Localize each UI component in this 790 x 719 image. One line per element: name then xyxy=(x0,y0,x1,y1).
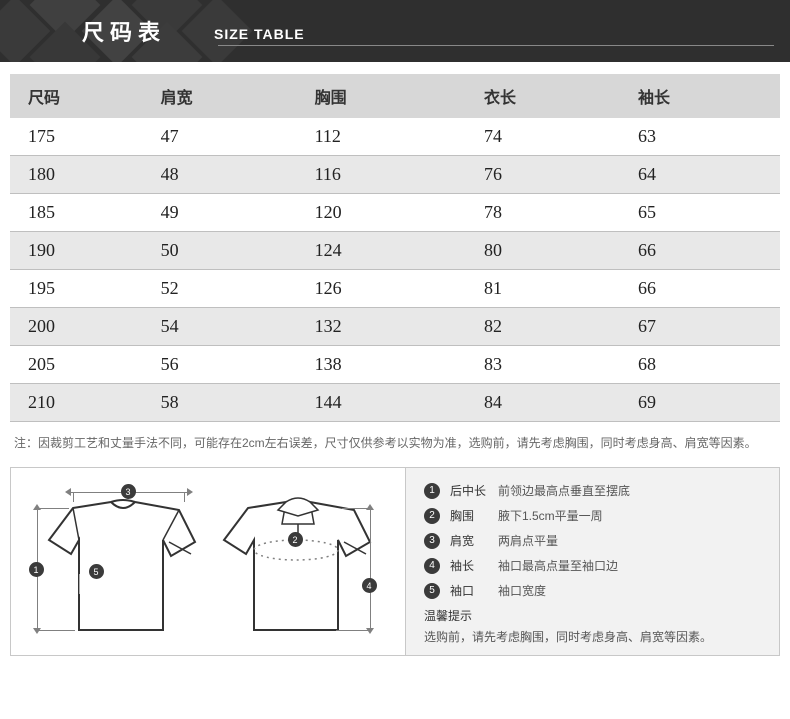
table-cell: 138 xyxy=(303,346,472,384)
diagram-num-3: 3 xyxy=(121,484,136,499)
table-cell: 69 xyxy=(626,384,780,422)
col-header: 尺码 xyxy=(10,74,149,118)
measure-desc: 两肩点平量 xyxy=(498,532,558,549)
banner-title-en: SIZE TABLE xyxy=(214,26,305,42)
table-cell: 47 xyxy=(149,118,303,156)
measure-num: 4 xyxy=(424,558,440,574)
table-row: 205561388368 xyxy=(10,346,780,384)
table-cell: 120 xyxy=(303,194,472,232)
table-cell: 210 xyxy=(10,384,149,422)
table-cell: 65 xyxy=(626,194,780,232)
size-table-banner: 尺码表 SIZE TABLE xyxy=(0,0,790,62)
diagram-num-1: 1 xyxy=(29,562,44,577)
table-cell: 81 xyxy=(472,270,626,308)
table-cell: 175 xyxy=(10,118,149,156)
table-cell: 116 xyxy=(303,156,472,194)
table-cell: 66 xyxy=(626,232,780,270)
measure-num: 1 xyxy=(424,483,440,499)
table-row: 185491207865 xyxy=(10,194,780,232)
measure-desc: 腋下1.5cm平量一周 xyxy=(498,507,603,524)
table-cell: 124 xyxy=(303,232,472,270)
table-cell: 52 xyxy=(149,270,303,308)
measure-num: 5 xyxy=(424,583,440,599)
measure-item: 3 肩宽两肩点平量 xyxy=(424,532,765,549)
banner-title-cn: 尺码表 xyxy=(82,15,166,47)
table-cell: 190 xyxy=(10,232,149,270)
measure-label: 后中长 xyxy=(450,482,498,499)
table-cell: 126 xyxy=(303,270,472,308)
table-cell: 144 xyxy=(303,384,472,422)
measure-legend: 1 后中长前领边最高点垂直至摆底 2 胸围腋下1.5cm平量一周 3 肩宽两肩点平量 4 袖长… xyxy=(406,468,779,655)
table-cell: 54 xyxy=(149,308,303,346)
table-cell: 64 xyxy=(626,156,780,194)
table-cell: 76 xyxy=(472,156,626,194)
table-row: 195521268166 xyxy=(10,270,780,308)
measure-item: 1 后中长前领边最高点垂直至摆底 xyxy=(424,482,765,499)
table-cell: 200 xyxy=(10,308,149,346)
table-cell: 63 xyxy=(626,118,780,156)
table-cell: 66 xyxy=(626,270,780,308)
table-row: 190501248066 xyxy=(10,232,780,270)
measure-label: 袖口 xyxy=(450,582,498,599)
table-cell: 67 xyxy=(626,308,780,346)
measure-desc: 前领边最高点垂直至摆底 xyxy=(498,482,630,499)
table-cell: 50 xyxy=(149,232,303,270)
measure-label: 胸围 xyxy=(450,507,498,524)
table-cell: 80 xyxy=(472,232,626,270)
col-header: 胸围 xyxy=(303,74,472,118)
table-cell: 56 xyxy=(149,346,303,384)
table-cell: 83 xyxy=(472,346,626,384)
table-cell: 74 xyxy=(472,118,626,156)
table-cell: 205 xyxy=(10,346,149,384)
table-cell: 49 xyxy=(149,194,303,232)
note-text: 注：因裁剪工艺和丈量手法不同，可能存在2cm左右误差，尺寸仅供参考以实物为准，选… xyxy=(14,434,776,453)
measure-item: 4 袖长袖口最高点量至袖口边 xyxy=(424,557,765,574)
tip-heading: 温馨提示 xyxy=(424,607,765,624)
measure-panel: 3 1 5 2 xyxy=(10,467,780,656)
table-cell: 48 xyxy=(149,156,303,194)
measure-item: 5 袖口袖口宽度 xyxy=(424,582,765,599)
col-header: 肩宽 xyxy=(149,74,303,118)
tip-body: 选购前，请先考虑胸围，同时考虑身高、肩宽等因素。 xyxy=(424,628,765,645)
measure-num: 2 xyxy=(424,508,440,524)
table-cell: 78 xyxy=(472,194,626,232)
diagram-num-5: 5 xyxy=(89,564,104,579)
table-cell: 58 xyxy=(149,384,303,422)
shirt-diagram: 3 1 5 2 xyxy=(11,468,406,655)
table-cell: 185 xyxy=(10,194,149,232)
col-header: 袖长 xyxy=(626,74,780,118)
table-row: 210581448469 xyxy=(10,384,780,422)
table-row: 180481167664 xyxy=(10,156,780,194)
table-cell: 112 xyxy=(303,118,472,156)
table-row: 200541328267 xyxy=(10,308,780,346)
size-table: 尺码肩宽胸围衣长袖长 17547112746318048116766418549… xyxy=(10,74,780,422)
table-cell: 84 xyxy=(472,384,626,422)
diagram-num-4: 4 xyxy=(362,578,377,593)
measure-item: 2 胸围腋下1.5cm平量一周 xyxy=(424,507,765,524)
measure-desc: 袖口最高点量至袖口边 xyxy=(498,557,618,574)
table-cell: 82 xyxy=(472,308,626,346)
measure-num: 3 xyxy=(424,533,440,549)
table-cell: 180 xyxy=(10,156,149,194)
measure-desc: 袖口宽度 xyxy=(498,582,546,599)
col-header: 衣长 xyxy=(472,74,626,118)
table-cell: 195 xyxy=(10,270,149,308)
table-row: 175471127463 xyxy=(10,118,780,156)
table-cell: 68 xyxy=(626,346,780,384)
measure-label: 肩宽 xyxy=(450,532,498,549)
table-cell: 132 xyxy=(303,308,472,346)
measure-label: 袖长 xyxy=(450,557,498,574)
diagram-num-2: 2 xyxy=(288,532,303,547)
